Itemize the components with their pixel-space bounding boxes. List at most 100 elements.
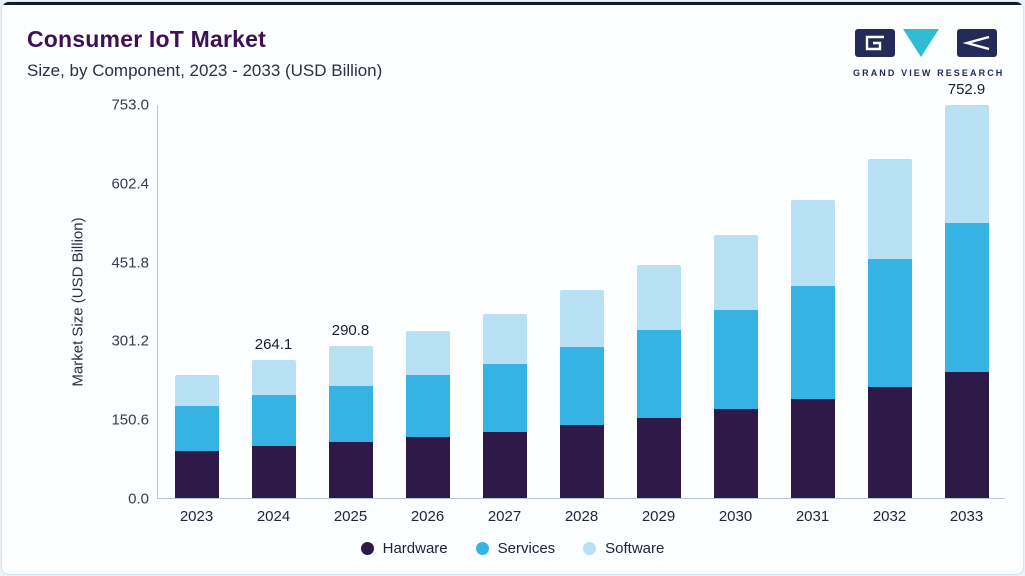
bar-value-label: 752.9 (947, 81, 986, 99)
bar-segment-hardware (713, 409, 758, 498)
bar-2029: 2029 (620, 105, 697, 525)
x-tick-label: 2027 (487, 508, 522, 525)
bar-2027: 2027 (466, 105, 543, 525)
x-tick-label: 2029 (641, 508, 676, 525)
bar-2033: 752.9 2033 (928, 81, 1005, 525)
logo-text: GRAND VIEW RESEARCH (853, 68, 1005, 78)
bar-stack (559, 105, 604, 498)
legend-dot-icon (360, 542, 374, 555)
x-tick-label: 2025 (333, 508, 368, 525)
bar-segment-hardware (251, 446, 296, 498)
bar-stack (867, 105, 912, 498)
y-axis-ticks: 0.0 150.6 301.2 451.8 602.4 753.0 (2, 97, 149, 508)
bar-segment-hardware (482, 432, 527, 498)
legend-item-software: Software (583, 540, 664, 557)
legend-label: Services (497, 540, 556, 557)
bar-segment-hardware (174, 451, 219, 498)
logo-triangle-icon (903, 29, 939, 57)
bar-stack (790, 105, 835, 498)
x-tick-label: 2024 (256, 508, 291, 525)
plot-area: 2023 264.1 2024 290.8 2025 2026 2027 2028 2029 20… (157, 81, 1005, 525)
bar-stack (482, 105, 527, 498)
bar-stack (174, 105, 219, 498)
x-tick-label: 2030 (718, 508, 753, 525)
bar-stack (944, 105, 989, 498)
y-tick-label: 150.6 (111, 411, 149, 429)
legend-dot-icon (475, 542, 489, 555)
bar-value-label: 264.1 (254, 336, 293, 354)
logo-arrow-glyph-icon (962, 35, 990, 51)
bar-2023: 2023 (158, 105, 235, 525)
bar-segment-services (174, 405, 219, 452)
bar-2026: 2026 (389, 105, 466, 525)
bar-segment-software (328, 346, 373, 386)
bar-segment-services (867, 258, 912, 388)
bar-2025: 290.8 2025 (312, 105, 389, 525)
legend-item-services: Services (475, 540, 556, 557)
bar-stack (251, 105, 296, 498)
bar-2024: 264.1 2024 (235, 105, 312, 525)
bar-stack (636, 105, 681, 498)
bar-segment-services (636, 330, 681, 418)
bar-segment-software (867, 158, 912, 259)
bar-value-label: 290.8 (331, 322, 370, 340)
bar-stack (405, 105, 450, 498)
x-tick-label: 2023 (179, 508, 214, 525)
bar-segment-software (636, 264, 681, 331)
page-subtitle: Size, by Component, 2023 - 2033 (USD Bil… (27, 61, 383, 80)
bar-segment-services (482, 363, 527, 433)
bar-2032: 2032 (851, 105, 928, 525)
y-tick-label: 451.8 (111, 254, 149, 272)
logo-mark-square-right (957, 29, 997, 57)
bar-segment-hardware (405, 437, 450, 498)
x-tick-label: 2028 (564, 508, 599, 525)
y-tick-label: 301.2 (111, 332, 149, 350)
grand-view-research-logo: GRAND VIEW RESEARCH (853, 28, 1005, 78)
y-tick-label: 753.0 (111, 96, 149, 114)
bar-segment-software (559, 290, 604, 348)
bar-stack (328, 105, 373, 498)
y-tick-label: 0.0 (128, 490, 149, 508)
x-tick-label: 2031 (795, 508, 830, 525)
bar-segment-hardware (636, 417, 681, 498)
bar-segment-software (174, 374, 219, 406)
bar-stack (713, 105, 758, 498)
legend-item-hardware: Hardware (360, 540, 448, 557)
bar-segment-services (790, 286, 835, 400)
bar-segment-services (328, 385, 373, 443)
logo-marks-icon (855, 29, 997, 57)
legend-label: Hardware (382, 540, 448, 557)
bar-segment-hardware (944, 372, 989, 498)
bar-segment-services (944, 222, 989, 373)
page-title: Consumer IoT Market (27, 26, 266, 52)
bar-2028: 2028 (543, 105, 620, 525)
bar-segment-software (713, 235, 758, 311)
bar-segment-hardware (559, 425, 604, 498)
bar-segment-services (405, 375, 450, 438)
bar-2030: 2030 (697, 105, 774, 525)
bar-segment-services (559, 347, 604, 426)
legend-label: Software (605, 540, 665, 557)
legend: Hardware Services Software (2, 540, 1023, 557)
bar-segment-hardware (790, 399, 835, 498)
y-tick-label: 602.4 (111, 175, 149, 193)
bar-segment-services (251, 395, 296, 447)
bar-segment-software (482, 313, 527, 364)
bar-segment-hardware (867, 387, 912, 498)
bar-segment-software (944, 105, 989, 223)
bar-segment-hardware (328, 442, 373, 498)
bar-segment-software (790, 200, 835, 287)
x-tick-label: 2033 (949, 508, 984, 525)
bar-2031: 2031 (774, 105, 851, 525)
bar-segment-software (405, 330, 450, 376)
bar-segment-services (713, 310, 758, 410)
bars-container: 2023 264.1 2024 290.8 2025 2026 2027 2028 2029 20… (158, 81, 1005, 525)
bar-segment-software (251, 360, 296, 396)
card-top-border (2, 2, 1023, 5)
chart-header: Consumer IoT Market Size, by Component, … (27, 26, 382, 81)
x-tick-label: 2032 (872, 508, 907, 525)
x-tick-label: 2026 (410, 508, 445, 525)
logo-g-glyph-icon (865, 35, 884, 51)
legend-dot-icon (583, 542, 597, 555)
